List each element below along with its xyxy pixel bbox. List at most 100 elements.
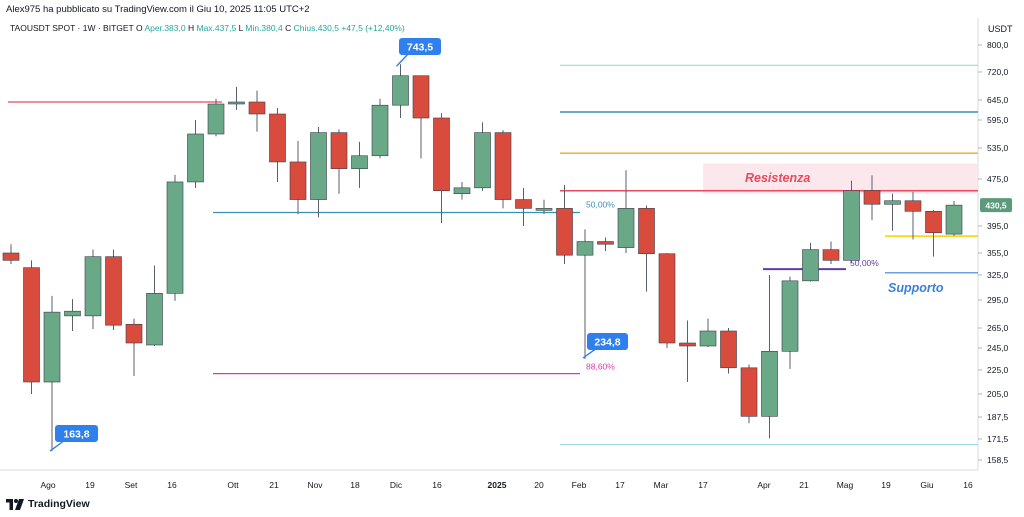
price-callout-mid[interactable]: 234,8 — [582, 333, 628, 359]
price-axis[interactable]: 800,0 720,0 645,0 595,0 535,0 475,0 395,0 355,0… — [978, 40, 1012, 465]
fib-50-purple-label[interactable]: 50,00% — [850, 258, 879, 268]
time-tick-label: 2025 — [488, 480, 507, 490]
candle[interactable] — [556, 184, 573, 264]
candle[interactable] — [146, 265, 163, 346]
candle[interactable] — [43, 295, 61, 452]
candle[interactable] — [453, 181, 471, 200]
resistance-zone[interactable] — [703, 163, 978, 194]
candle-body — [43, 311, 61, 383]
candles-layer[interactable] — [2, 64, 963, 452]
candle[interactable] — [843, 180, 860, 264]
symbol-name[interactable]: TAOUSDT SPOT · 1W · BITGET — [10, 23, 134, 33]
candle-body — [23, 267, 40, 383]
candle[interactable] — [2, 244, 20, 264]
candle[interactable] — [802, 242, 819, 282]
tradingview-logo[interactable]: TradingView — [6, 498, 90, 510]
candle[interactable] — [679, 320, 696, 382]
candle[interactable] — [392, 64, 409, 118]
ohlc-close-label: C — [285, 23, 292, 33]
candle[interactable] — [228, 86, 245, 110]
candle[interactable] — [433, 113, 450, 224]
candle-body — [248, 101, 266, 115]
candle[interactable] — [761, 275, 778, 439]
resistance-label[interactable]: Resistenza — [745, 171, 810, 185]
fib-886-label[interactable]: 88,60% — [586, 362, 615, 372]
candle-body — [658, 253, 676, 344]
candle-body — [945, 204, 963, 235]
candle[interactable] — [23, 260, 40, 394]
time-tick-label: Feb — [572, 480, 587, 490]
time-tick-label: Ott — [227, 480, 239, 490]
candle[interactable] — [925, 210, 942, 257]
candle[interactable] — [412, 75, 430, 159]
candle[interactable] — [187, 120, 204, 188]
candle[interactable] — [597, 237, 614, 251]
time-tick-label: Ago — [40, 480, 55, 490]
annotation-text-layer[interactable]: Resistenza Supporto 50,00% 88,60% 50,00% 743,… — [49, 38, 944, 452]
candle[interactable] — [617, 170, 635, 253]
candle-body — [679, 342, 696, 347]
price-axis-unit: USDT — [988, 24, 1013, 34]
support-label[interactable]: Supporto — [888, 281, 944, 295]
candle[interactable] — [84, 249, 102, 329]
candle[interactable] — [310, 127, 327, 218]
candle[interactable] — [699, 318, 717, 347]
candle[interactable] — [207, 98, 225, 137]
candle[interactable] — [535, 199, 553, 215]
candle-body — [351, 155, 368, 169]
fib-50-label[interactable]: 50,00% — [586, 199, 615, 209]
candle[interactable] — [781, 276, 799, 369]
candle[interactable] — [64, 299, 81, 331]
candle[interactable] — [125, 318, 143, 376]
candle[interactable] — [884, 193, 901, 231]
candle[interactable] — [863, 175, 881, 221]
tradingview-logo-icon — [6, 498, 24, 510]
candle-body — [84, 256, 102, 317]
ohlc-close-value: Chius.430,5 — [293, 23, 339, 33]
candle[interactable] — [658, 253, 676, 348]
candle-body — [802, 249, 819, 282]
candle[interactable] — [515, 187, 532, 226]
candle[interactable] — [330, 129, 348, 194]
candle-body — [330, 132, 348, 169]
candle[interactable] — [269, 108, 286, 182]
ohlc-high-value: Max.437,5 — [196, 23, 237, 33]
candle-body — [884, 200, 901, 205]
time-axis[interactable]: Ago 19 Set 16 Ott 21 Nov 18 Dic 16 2025 20 Feb 17 Mar 1… — [40, 480, 973, 490]
candle[interactable] — [248, 90, 266, 132]
candle[interactable] — [166, 174, 184, 301]
candle[interactable] — [945, 201, 963, 236]
candle[interactable] — [740, 364, 758, 424]
candle[interactable] — [474, 122, 491, 191]
price-callout-high[interactable]: 743,5 — [395, 38, 442, 67]
candle-body — [2, 252, 20, 261]
candle[interactable] — [105, 249, 122, 330]
time-tick-label: Giu — [920, 480, 934, 490]
candle[interactable] — [371, 98, 389, 159]
candle[interactable] — [576, 229, 594, 359]
time-tick-label: 16 — [432, 480, 442, 490]
candle[interactable] — [720, 328, 737, 374]
time-tick-label: Mar — [654, 480, 669, 490]
time-tick-label: 18 — [350, 480, 360, 490]
price-callout-low[interactable]: 163,8 — [49, 425, 98, 452]
tradingview-logo-text: TradingView — [28, 498, 90, 510]
candle[interactable] — [822, 241, 840, 264]
candle[interactable] — [289, 141, 307, 215]
price-tick-label: 800,0 — [987, 40, 1009, 50]
publisher-line: Alex975 ha pubblicato su TradingView.com… — [6, 4, 310, 15]
candle[interactable] — [494, 130, 512, 209]
candle[interactable] — [638, 205, 655, 292]
candle-body — [310, 132, 327, 200]
candle-body — [474, 132, 491, 189]
ohlc-low-value: Min.380,4 — [245, 23, 283, 33]
candle[interactable] — [904, 191, 922, 240]
candle[interactable] — [351, 141, 368, 188]
candle-body — [146, 293, 163, 346]
price-tick-label: 395,0 — [987, 221, 1009, 231]
drawing-layer[interactable] — [8, 64, 978, 446]
price-tick-label: 325,0 — [987, 270, 1009, 280]
time-tick-label: 20 — [534, 480, 544, 490]
candle-body — [269, 113, 286, 163]
